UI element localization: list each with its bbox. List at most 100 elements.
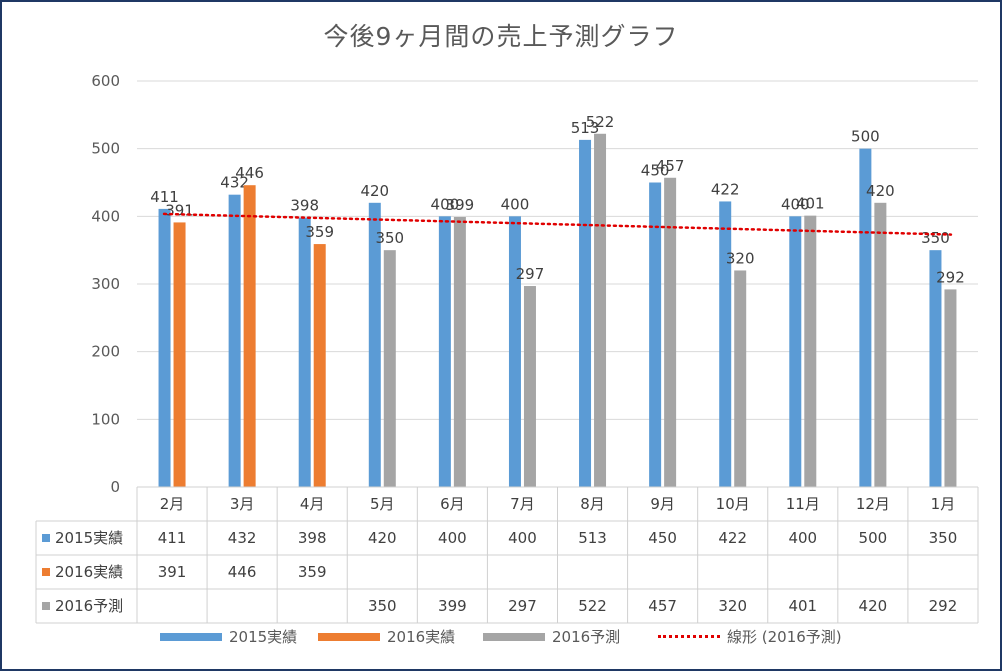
legend-swatch-forecast — [483, 632, 545, 641]
x-tick-label: 2月 — [160, 495, 185, 513]
x-tick-label: 4月 — [300, 495, 325, 513]
table-legend-key — [42, 568, 50, 576]
legend-swatch-2015 — [160, 632, 222, 641]
data-label-2015: 422 — [711, 180, 740, 198]
table-legend-key — [42, 534, 50, 542]
bar-2015 — [719, 201, 732, 488]
x-tick-label: 8月 — [580, 495, 605, 513]
data-label-2015: 350 — [921, 229, 950, 247]
table-cell-value: 420 — [859, 597, 888, 615]
y-tick-label: 600 — [91, 72, 120, 90]
x-tick-label: 1月 — [931, 495, 956, 513]
table-cell-value: 513 — [578, 529, 607, 547]
data-label-2015: 420 — [360, 182, 389, 200]
x-tick-label: 11月 — [786, 495, 820, 513]
table-cell-value: 398 — [298, 529, 327, 547]
bar-2015 — [579, 139, 592, 487]
y-tick-label: 100 — [91, 410, 120, 428]
table-cell-value: 401 — [788, 597, 817, 615]
table-cell-value: 297 — [508, 597, 537, 615]
data-label-2016: 359 — [305, 223, 334, 241]
table-cell-value: 359 — [298, 563, 327, 581]
y-tick-label: 400 — [91, 207, 120, 225]
legend-label-trendline: 線形 (2016予測) — [727, 628, 842, 646]
bar-2015 — [508, 216, 521, 488]
table-series-name: 2015実績 — [55, 529, 123, 547]
bar-forecast — [594, 133, 607, 487]
table-cell-value: 450 — [648, 529, 677, 547]
data-label-2016: 391 — [165, 201, 194, 219]
data-label-2016: 446 — [235, 164, 264, 182]
bar-forecast — [804, 215, 817, 487]
bar-2015 — [789, 216, 802, 488]
y-tick-label: 300 — [91, 275, 120, 293]
bar-2015 — [438, 216, 451, 488]
data-label-forecast: 457 — [656, 157, 685, 175]
table-cell-value: 320 — [718, 597, 747, 615]
bar-forecast — [874, 202, 887, 488]
x-tick-label: 6月 — [440, 495, 465, 513]
data-label-forecast: 297 — [516, 265, 545, 283]
data-label-2015: 450 — [641, 162, 670, 180]
data-label-2015: 513 — [571, 119, 600, 137]
x-tick-label: 7月 — [510, 495, 535, 513]
table-cell-value: 522 — [578, 597, 607, 615]
bar-2016 — [173, 222, 186, 487]
table-cell-value: 457 — [648, 597, 677, 615]
data-label-2015: 398 — [290, 197, 319, 215]
chart-title: 今後9ヶ月間の売上予測グラフ — [323, 22, 679, 51]
bar-2015 — [158, 208, 171, 487]
table-cell-value: 432 — [228, 529, 257, 547]
bar-2015 — [298, 217, 311, 488]
table-cell-value: 420 — [368, 529, 397, 547]
table-cell-value: 500 — [859, 529, 888, 547]
legend-swatch-2016 — [318, 632, 380, 641]
data-label-2015: 432 — [220, 174, 249, 192]
table-cell-value: 350 — [368, 597, 397, 615]
bar-2015 — [368, 202, 381, 488]
trendline — [162, 212, 953, 236]
x-tick-label: 5月 — [370, 495, 395, 513]
bar-2016 — [313, 244, 326, 487]
x-tick-label: 9月 — [650, 495, 675, 513]
bar-forecast — [383, 250, 396, 487]
data-label-forecast: 399 — [446, 196, 475, 214]
data-label-forecast: 522 — [586, 113, 615, 131]
y-tick-label: 200 — [91, 343, 120, 361]
legend-item-forecast: 2016予測 — [483, 626, 620, 647]
bar-forecast — [664, 177, 677, 487]
table-cell-value: 350 — [929, 529, 958, 547]
bar-forecast — [523, 286, 536, 487]
table-cell-value: 292 — [929, 597, 958, 615]
x-tick-label: 3月 — [230, 495, 255, 513]
table-cell-value: 446 — [228, 563, 257, 581]
table-series-name: 2016予測 — [55, 597, 123, 615]
data-label-forecast: 350 — [375, 229, 404, 247]
data-label-2015: 400 — [781, 195, 810, 213]
bar-2015 — [649, 182, 662, 487]
table-cell-value: 411 — [158, 529, 187, 547]
bar-2015 — [929, 250, 942, 487]
table-series-name: 2016実績 — [55, 563, 123, 581]
bar-forecast — [453, 217, 466, 487]
table-cell-value: 422 — [718, 529, 747, 547]
legend-item-2016: 2016実績 — [318, 626, 455, 647]
table-cell-value: 399 — [438, 597, 467, 615]
data-label-forecast: 420 — [866, 182, 895, 200]
data-label-forecast: 320 — [726, 249, 755, 267]
bar-forecast — [734, 270, 747, 487]
table-legend-key — [42, 602, 50, 610]
data-label-2015: 400 — [501, 195, 530, 213]
legend-item-2015: 2015実績 — [160, 626, 297, 647]
legend-label-forecast: 2016予測 — [552, 628, 621, 646]
data-label-forecast: 292 — [936, 268, 965, 286]
table-cell-value: 400 — [438, 529, 467, 547]
bar-forecast — [944, 289, 957, 487]
bar-2015 — [228, 194, 241, 487]
legend-item-trendline: 線形 (2016予測) — [658, 626, 842, 647]
y-tick-label: 0 — [110, 478, 120, 496]
x-tick-label: 10月 — [716, 495, 750, 513]
x-tick-label: 12月 — [856, 495, 890, 513]
legend: 2015実績 2016実績 2016予測 線形 (2016予測) — [0, 626, 1002, 650]
